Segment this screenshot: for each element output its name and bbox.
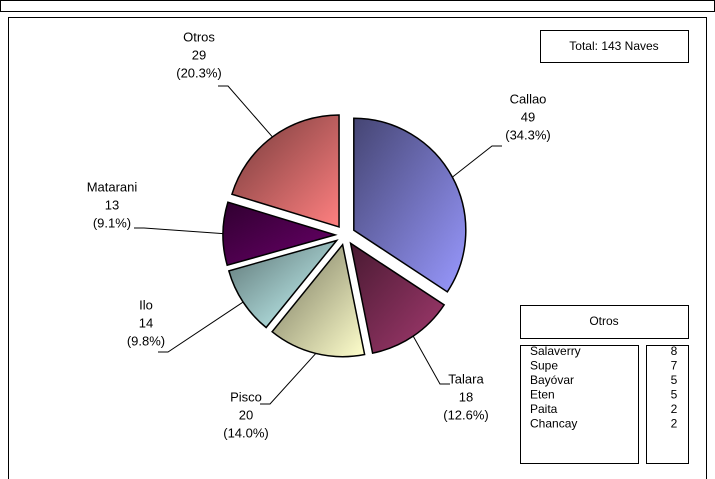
leader-line <box>260 353 317 405</box>
slice-percent: (12.6%) <box>443 407 489 422</box>
slice-percent: (9.1%) <box>93 215 131 230</box>
slice-label: Matarani <box>87 179 138 194</box>
slice-value: 29 <box>192 47 206 62</box>
slice-label: Otros <box>183 29 215 44</box>
table-name: Supe <box>530 359 558 373</box>
pie-slice <box>231 114 340 228</box>
table-name: Eten <box>530 388 555 402</box>
table-names-box <box>520 345 639 464</box>
chart-frame <box>8 17 707 479</box>
slice-value: 20 <box>239 407 253 422</box>
slice-label: Talara <box>448 371 484 386</box>
slice-value: 14 <box>139 315 153 330</box>
table-name: Chancay <box>530 417 577 431</box>
total-annotation: Total: 143 Naves <box>569 39 658 53</box>
slice-percent: (34.3%) <box>505 127 551 142</box>
table-name: Salaverry <box>530 344 581 358</box>
slice-value: 13 <box>105 197 119 212</box>
table-value: 2 <box>671 417 678 431</box>
slice-label: Callao <box>510 91 547 106</box>
total-box <box>540 30 689 63</box>
pie-slice <box>349 241 446 354</box>
table-title: Otros <box>589 314 618 328</box>
leader-line <box>158 301 244 353</box>
slice-value: 49 <box>521 109 535 124</box>
slice-label: Ilo <box>139 297 153 312</box>
leader-line <box>134 227 224 235</box>
leader-line <box>218 85 273 138</box>
table-value: 2 <box>671 402 678 416</box>
leader-line <box>412 335 450 385</box>
table-value: 5 <box>671 388 678 402</box>
slice-label: Pisco <box>230 389 262 404</box>
slice-percent: (20.3%) <box>176 65 222 80</box>
table-header-box <box>520 305 689 339</box>
pie-slice <box>227 239 339 329</box>
slice-percent: (9.8%) <box>127 333 165 348</box>
slice-percent: (14.0%) <box>223 425 269 440</box>
top-frame <box>0 0 715 12</box>
table-value: 8 <box>671 344 678 358</box>
table-name: Bayóvar <box>530 373 574 387</box>
table-values-box <box>646 345 689 464</box>
leader-line <box>452 145 502 178</box>
table-value: 7 <box>671 359 678 373</box>
table-value: 5 <box>671 373 678 387</box>
slice-value: 18 <box>459 389 473 404</box>
pie-slice <box>271 242 366 358</box>
table-name: Paita <box>530 402 558 416</box>
